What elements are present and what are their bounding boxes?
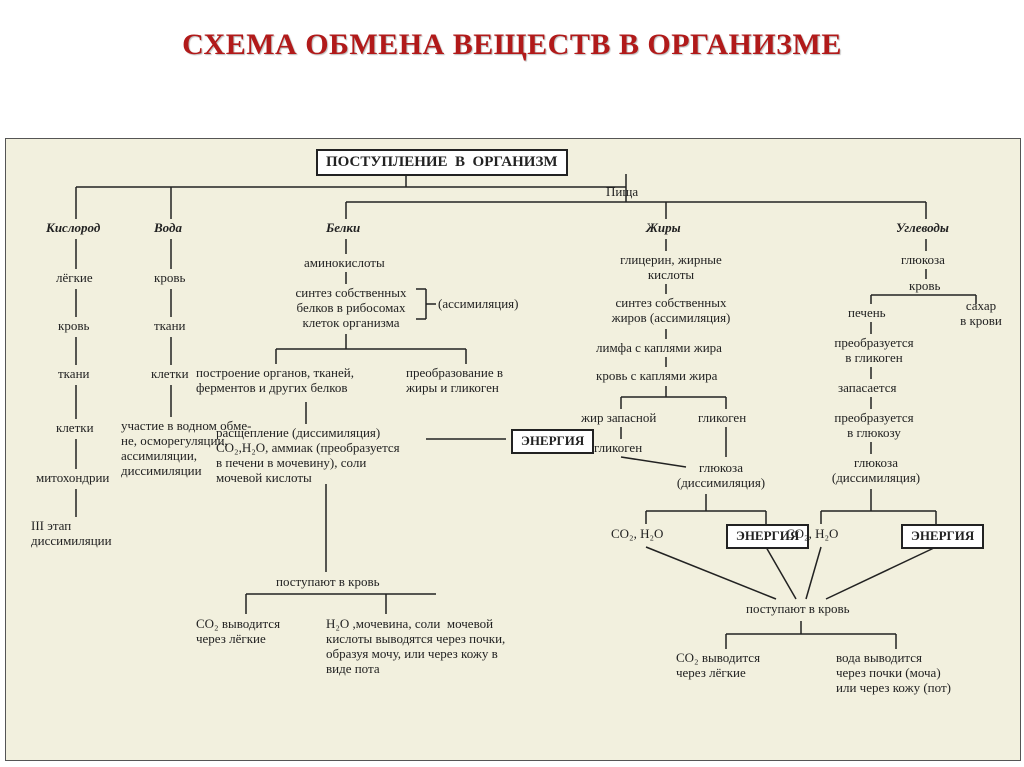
o2-mito: митохондрии <box>36 471 109 486</box>
belki-sintez: синтез собственных белков в рибосомах кл… <box>281 286 421 331</box>
zh-limfa: лимфа с каплями жира <box>596 341 722 356</box>
belki-rassh: расщепление (диссимиляция) CO₂,H₂O, амми… <box>216 426 426 486</box>
zh-gluc: глюкоза (диссимиляция) <box>666 461 776 491</box>
zh-glic: глицерин, жирные кислоты <box>611 253 731 283</box>
o2-tkani: ткани <box>58 367 89 382</box>
metabolism-diagram: ПОСТУПЛЕНИЕ В ОРГАНИЗМ Пища Кислород Вод… <box>5 138 1021 761</box>
header-belki: Белки <box>326 221 360 236</box>
o2-etap: III этап диссимиляции <box>31 519 131 549</box>
belki-h2o: H₂O ,мочевина, соли мочевой кислоты выво… <box>326 617 536 677</box>
energia-3: ЭНЕРГИЯ <box>901 524 984 549</box>
belki-amino: аминокислоты <box>304 256 385 271</box>
ug-krov: кровь <box>909 279 940 294</box>
o2-legkie: лёгкие <box>56 271 93 286</box>
bottom-co2: CO₂ выводится через лёгкие <box>676 651 786 681</box>
root-box: ПОСТУПЛЕНИЕ В ОРГАНИЗМ <box>316 149 568 176</box>
voda-krov: кровь <box>154 271 185 286</box>
o2-krov: кровь <box>58 319 89 334</box>
header-kislorod: Кислород <box>46 221 100 236</box>
belki-kruv: поступают в кровь <box>276 575 380 590</box>
bottom-voda: вода выводится через почки (моча) или че… <box>836 651 996 696</box>
belki-postroenie: построение органов, тканей, ферментов и … <box>196 366 386 396</box>
ug-co2h2o: CO₂, H₂O <box>786 527 838 542</box>
ug-gluc2: глюкоза (диссимиляция) <box>826 456 926 486</box>
ug-gluc: глюкоза <box>901 253 945 268</box>
voda-kletki: клетки <box>151 367 189 382</box>
belki-co2: CO₂ выводится через лёгкие <box>196 617 306 647</box>
ug-zapas: запасается <box>838 381 897 396</box>
header-voda: Вода <box>154 221 182 236</box>
assim-label: (ассимиляция) <box>438 297 518 312</box>
zh-co2h2o: CO₂, H₂O <box>611 527 663 542</box>
energia-1: ЭНЕРГИЯ <box>511 429 594 454</box>
ug-preob1: преобразуется в гликоген <box>824 336 924 366</box>
zh-krov: кровь с каплями жира <box>596 369 717 384</box>
ug-pechen: печень <box>848 306 886 321</box>
bottom-kruv: поступают в кровь <box>746 602 850 617</box>
page-title: СХЕМА ОБМЕНА ВЕЩЕСТВ В ОРГАНИЗМЕ <box>0 28 1024 62</box>
belki-preobr: преобразование в жиры и гликоген <box>406 366 536 396</box>
node-pischa: Пища <box>606 185 638 200</box>
header-uglevody: Углеводы <box>896 221 949 236</box>
zh-glik2: гликоген <box>594 441 642 456</box>
ug-preob2: преобразуется в глюкозу <box>824 411 924 441</box>
zh-zapas: жир запасной <box>581 411 656 426</box>
zh-glik1: гликоген <box>698 411 746 426</box>
voda-tkani: ткани <box>154 319 185 334</box>
ug-sahar: сахар в крови <box>951 299 1011 329</box>
o2-kletki: клетки <box>56 421 94 436</box>
zh-sintez: синтез собственных жиров (ассимиляция) <box>601 296 741 326</box>
header-zhiry: Жиры <box>646 221 681 236</box>
